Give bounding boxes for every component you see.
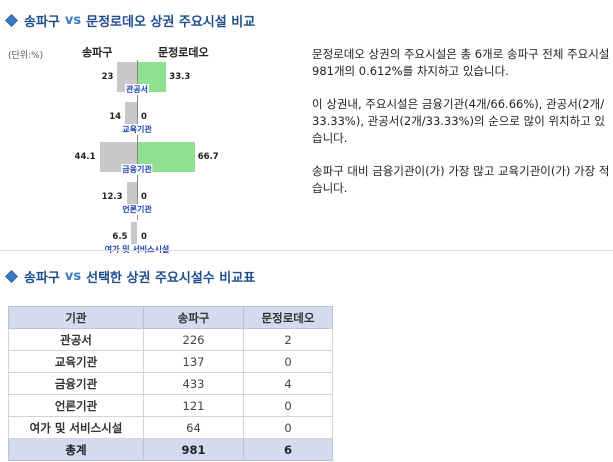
value-label-left: 6.5 (112, 232, 128, 242)
table-row: 관공서 226 2 (8, 328, 333, 351)
section-title-facility-table: 송파구 vs 선택한 상권 주요시설수 비교표 (4, 266, 255, 286)
value-label-left: 12.3 (101, 192, 123, 202)
summary-paragraph-1: 문정로데오 상권의 주요시설은 총 6개로 송파구 전체 주요시설 981개의 … (312, 47, 610, 78)
summary-paragraph-3: 송파구 대비 금융기관이(가) 가장 많고 교육기관이(가) 가장 적습니다. (312, 164, 610, 195)
row-munjeong: 0 (243, 350, 333, 373)
summary-paragraph-2: 이 상권내, 주요시설은 금융기관(4개/66.66%), 관공서(2개/33.… (312, 97, 605, 145)
bar-left-4 (131, 222, 137, 252)
diamond-bullet-icon (5, 13, 18, 27)
table-row: 여가 및 서비스시설 64 0 (8, 416, 333, 439)
row-munjeong: 0 (243, 416, 333, 439)
unit-label: (단위:%) (8, 51, 44, 61)
value-label-right: 0 (141, 192, 147, 202)
value-label-left: 23 (101, 72, 114, 82)
total-songpa: 981 (143, 438, 244, 461)
table-row: 교육기관 137 0 (8, 350, 333, 373)
row-munjeong: 0 (243, 394, 333, 417)
category-label: 교육기관 (121, 124, 153, 135)
category-label: 관공서 (124, 84, 150, 95)
row-songpa: 137 (143, 350, 244, 373)
category-label: 언론기관 (121, 204, 153, 215)
row-label: 금융기관 (8, 372, 144, 395)
row-label: 여가 및 서비스시설 (8, 416, 144, 439)
section-divider (0, 250, 613, 251)
header-songpa: 송파구 (143, 306, 244, 329)
row-munjeong: 4 (243, 372, 333, 395)
table-row: 금융기관 433 4 (8, 372, 333, 395)
row-songpa: 433 (143, 372, 244, 395)
title-left: 송파구 (24, 14, 60, 30)
header-facility: 기관 (8, 306, 144, 329)
row-label: 교육기관 (8, 350, 144, 373)
value-label-right: 0 (141, 112, 147, 122)
chart-center-axis (137, 60, 138, 220)
row-label: 관공서 (8, 328, 144, 351)
table-row: 언론기관 121 0 (8, 394, 333, 417)
summary-description: 문정로데오 상권의 주요시설은 총 6개로 송파구 전체 주요시설 981개의 … (312, 46, 610, 213)
value-label-right: 33.3 (169, 72, 191, 82)
value-label-left: 14 (109, 112, 122, 122)
row-songpa: 64 (143, 416, 244, 439)
title-right: 문정로데오 상권 주요시설 비교 (86, 14, 256, 30)
title-right: 선택한 상권 주요시설수 비교표 (86, 270, 256, 286)
row-songpa: 226 (143, 328, 244, 351)
facility-comparison-table: 기관 송파구 문정로데오 관공서 226 2 교육기관 137 0 금융기관 4… (8, 306, 333, 461)
row-label: 언론기관 (8, 394, 144, 417)
row-munjeong: 2 (243, 328, 333, 351)
category-label: 금융기관 (121, 164, 153, 175)
bar-left-3 (126, 182, 137, 212)
table-header-row: 기관 송파구 문정로데오 (8, 306, 333, 329)
value-label-left: 44.1 (74, 152, 96, 162)
value-label-right: 66.7 (197, 152, 219, 162)
total-label: 총계 (8, 438, 144, 461)
title-vs: vs (64, 268, 82, 284)
category-label: 여가 및 서비스시설 (103, 244, 171, 255)
header-munjeong: 문정로데오 (243, 306, 333, 329)
title-vs: vs (64, 12, 82, 28)
bar-left-1 (125, 102, 137, 132)
table-total-row: 총계 981 6 (8, 438, 333, 461)
diamond-bullet-icon (5, 269, 18, 283)
total-munjeong: 6 (243, 438, 333, 461)
chart-header-left: 송파구 (82, 46, 113, 59)
section-title-facility-comparison: 송파구 vs 문정로데오 상권 주요시설 비교 (4, 10, 255, 30)
row-songpa: 121 (143, 394, 244, 417)
value-label-right: 0 (141, 232, 147, 242)
title-left: 송파구 (24, 270, 60, 286)
chart-header-right: 문정로데오 (158, 46, 209, 59)
